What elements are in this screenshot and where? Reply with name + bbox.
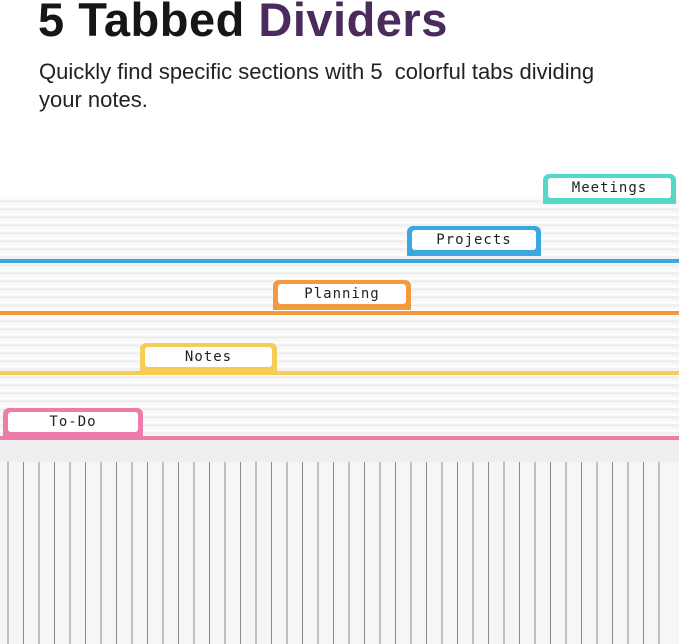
notebook-page	[0, 442, 679, 644]
tab-label: Meetings	[548, 178, 671, 198]
divider-edge	[0, 311, 679, 315]
tab-label: Notes	[145, 347, 272, 367]
divider-edge	[0, 371, 679, 375]
tab: To-Do	[3, 408, 143, 438]
tab: Meetings	[543, 174, 676, 204]
tab-label: Planning	[278, 284, 406, 304]
divider-edge	[0, 259, 679, 263]
paper-stack	[0, 196, 679, 442]
tab: Notes	[140, 343, 277, 373]
title-lead: 5 Tabbed	[38, 0, 245, 46]
tab: Projects	[407, 226, 541, 256]
tab: Planning	[273, 280, 411, 310]
title: 5 Tabbed Dividers	[38, 0, 448, 47]
tab-label: Projects	[412, 230, 536, 250]
subtitle: Quickly find specific sections with 5 co…	[39, 59, 601, 112]
title-highlight: Dividers	[258, 0, 448, 46]
page-area	[0, 462, 679, 644]
tab-label: To-Do	[8, 412, 138, 432]
divider-edge	[0, 436, 679, 440]
